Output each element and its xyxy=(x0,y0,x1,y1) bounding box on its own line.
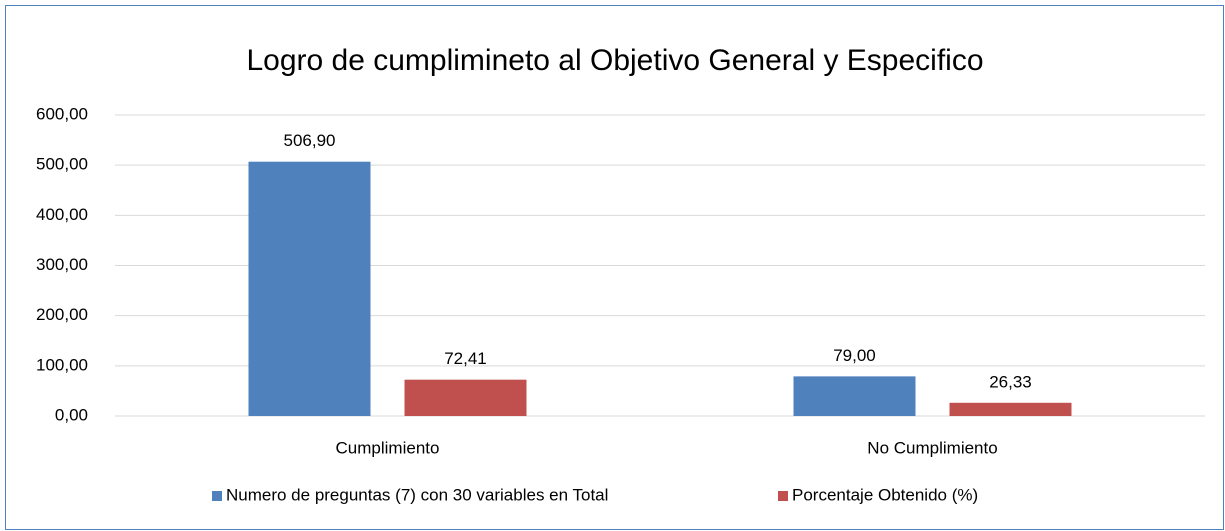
bar xyxy=(949,402,1072,416)
legend-swatch xyxy=(778,491,788,501)
data-label: 79,00 xyxy=(833,346,876,365)
y-tick-label: 300,00 xyxy=(36,255,88,274)
bar xyxy=(793,376,916,416)
bar xyxy=(248,161,371,416)
y-tick-label: 500,00 xyxy=(36,155,88,174)
y-tick-label: 400,00 xyxy=(36,205,88,224)
x-tick-label: No Cumplimiento xyxy=(867,438,997,457)
legend-label: Porcentaje Obtenido (%) xyxy=(792,485,978,504)
legend-swatch xyxy=(212,491,222,501)
y-tick-label: 200,00 xyxy=(36,305,88,324)
chart-border xyxy=(5,5,1224,530)
chart-title: Logro de cumplimineto al Objetivo Genera… xyxy=(246,44,983,77)
y-tick-label: 0,00 xyxy=(55,405,88,424)
legend-label: Numero de preguntas (7) con 30 variables… xyxy=(226,485,608,504)
y-tick-label: 600,00 xyxy=(36,104,88,123)
data-label: 26,33 xyxy=(989,372,1032,391)
bar xyxy=(404,379,527,416)
x-tick-label: Cumplimiento xyxy=(336,438,440,457)
data-label: 72,41 xyxy=(444,349,487,368)
y-tick-label: 100,00 xyxy=(36,355,88,374)
data-label: 506,90 xyxy=(284,131,336,150)
